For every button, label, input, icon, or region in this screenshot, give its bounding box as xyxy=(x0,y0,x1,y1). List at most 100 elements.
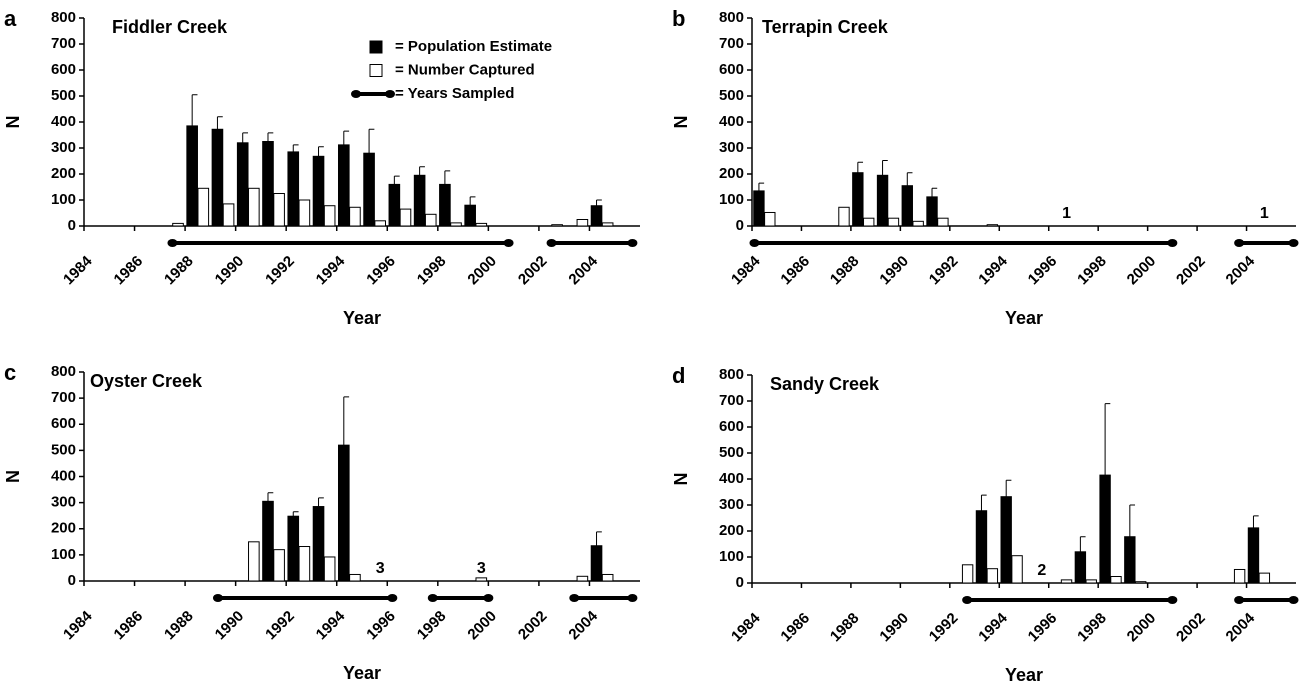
y-tick-label: 600 xyxy=(51,61,76,78)
error-bar xyxy=(393,175,400,185)
x-tick-label: 1988 xyxy=(161,608,197,644)
bar xyxy=(236,142,249,227)
x-tick-label: 1984 xyxy=(728,252,764,288)
error-bar xyxy=(343,396,350,446)
bar xyxy=(298,199,311,227)
y-tick-label: 500 xyxy=(719,444,744,461)
bar xyxy=(262,500,274,582)
bar xyxy=(551,224,563,227)
y-tick-label: 400 xyxy=(51,113,76,130)
x-tick-label: 1984 xyxy=(60,607,96,643)
bar xyxy=(1110,576,1122,584)
bar xyxy=(1011,555,1023,584)
bar xyxy=(323,205,336,227)
bar xyxy=(211,128,224,227)
sampled-end xyxy=(1288,596,1299,604)
y-tick-label: 300 xyxy=(51,494,76,511)
bar xyxy=(475,222,488,227)
x-tick-label: 2004 xyxy=(565,607,601,643)
error-bar xyxy=(292,511,299,517)
y-tick-label: 100 xyxy=(719,191,744,208)
error-bar xyxy=(931,187,938,197)
bar xyxy=(424,213,437,227)
bar xyxy=(312,155,325,227)
x-tick-label: 1994 xyxy=(975,609,1011,645)
error-bar xyxy=(318,497,324,507)
bar xyxy=(363,152,375,227)
error-bar xyxy=(1079,536,1086,552)
bar xyxy=(986,568,999,584)
x-tick-label: 1994 xyxy=(313,607,349,643)
bar xyxy=(413,174,426,227)
x-tick-label: 1992 xyxy=(926,253,962,289)
sampled-end xyxy=(749,239,760,247)
bar xyxy=(887,217,900,227)
x-tick-label: 1992 xyxy=(262,608,298,644)
x-tick-label: 1998 xyxy=(414,608,450,644)
bar xyxy=(273,193,285,227)
chart-title: Fiddler Creek xyxy=(112,17,228,37)
x-tick-label: 1988 xyxy=(827,253,863,289)
sampled-end xyxy=(546,239,557,247)
sampled-end xyxy=(503,239,514,247)
bar xyxy=(248,187,260,227)
sampled-end xyxy=(483,594,494,602)
bar xyxy=(262,141,274,227)
annotation: 1 xyxy=(1062,205,1071,222)
y-tick-label: 500 xyxy=(51,87,76,104)
x-axis-label: Year xyxy=(343,663,381,683)
error-bar xyxy=(267,492,274,502)
bar xyxy=(450,222,462,227)
error-bar xyxy=(1005,479,1012,497)
annotation: 1 xyxy=(1260,205,1269,222)
bar xyxy=(323,556,336,582)
x-tick-label: 2004 xyxy=(1223,609,1259,645)
y-axis-label: N xyxy=(671,116,691,129)
bar xyxy=(961,564,974,584)
annotation: 3 xyxy=(477,560,486,577)
bar xyxy=(1060,579,1073,584)
x-axis-label: Year xyxy=(1005,308,1043,328)
bar xyxy=(912,220,924,227)
panel-label: b xyxy=(672,6,685,31)
legend-label: = Years Sampled xyxy=(395,85,514,102)
y-tick-label: 400 xyxy=(719,113,744,130)
bar xyxy=(337,144,350,227)
bar xyxy=(186,125,198,227)
y-tick-label: 600 xyxy=(719,61,744,78)
y-tick-label: 700 xyxy=(719,35,744,52)
y-tick-label: 500 xyxy=(51,441,76,458)
x-tick-label: 1996 xyxy=(363,608,399,644)
bar xyxy=(374,220,387,227)
y-tick-label: 300 xyxy=(51,139,76,156)
bar xyxy=(576,575,589,582)
bar xyxy=(838,206,850,227)
x-tick-label: 1990 xyxy=(876,610,912,646)
sampled-end xyxy=(1167,596,1178,604)
x-tick-label: 2004 xyxy=(565,252,601,288)
bar xyxy=(1135,581,1147,584)
x-tick-label: 1996 xyxy=(1025,610,1061,646)
error-bar xyxy=(216,116,223,130)
error-bar xyxy=(318,146,324,157)
y-tick-label: 800 xyxy=(51,9,76,26)
error-bar xyxy=(292,144,299,152)
legend-label: = Population Estimate xyxy=(395,38,552,55)
y-tick-label: 700 xyxy=(51,389,76,406)
bar xyxy=(1000,496,1012,584)
bar xyxy=(222,203,235,227)
bar xyxy=(576,219,589,227)
legend-dot xyxy=(351,90,361,98)
bar xyxy=(876,174,889,227)
y-axis-label: N xyxy=(671,473,691,486)
error-bar xyxy=(857,161,864,173)
x-tick-label: 1992 xyxy=(926,610,962,646)
sampled-end xyxy=(1234,596,1245,604)
annotation: 3 xyxy=(376,560,385,577)
chart-title: Sandy Creek xyxy=(770,374,880,394)
bar xyxy=(764,211,776,227)
x-tick-label: 1994 xyxy=(975,252,1011,288)
panel: c Oyster Creek N Year 0 100 200 300 400 500 600 700… xyxy=(3,360,640,683)
x-tick-label: 1986 xyxy=(777,253,813,289)
